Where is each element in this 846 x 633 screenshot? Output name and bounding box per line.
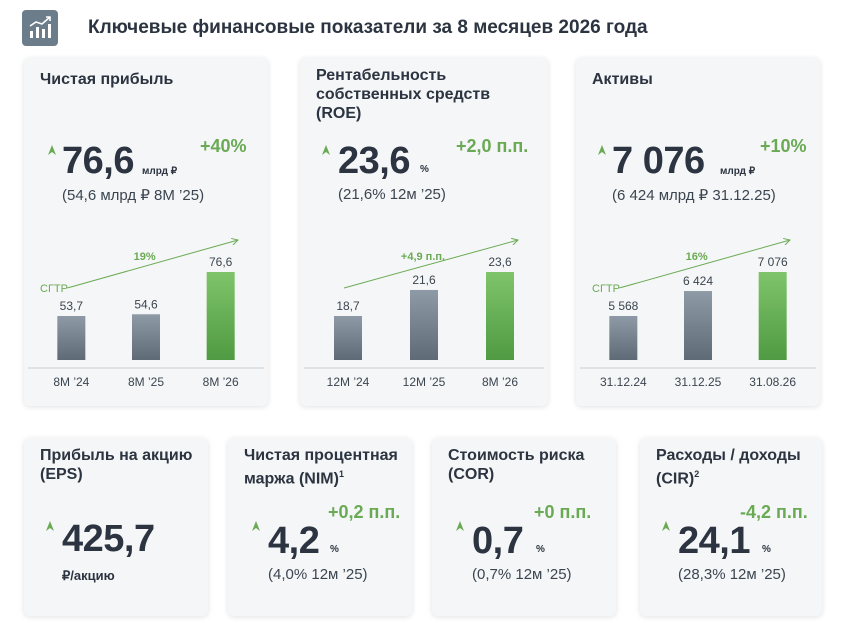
net-profit-previous: (54,6 млрд ₽ 8М ’25) [62,187,205,204]
bar-3 [206,272,235,360]
bar-1 [609,316,638,360]
bar-value-label: 18,7 [336,299,360,313]
bar-value-label: 21,6 [412,273,436,287]
trend-arrow-line [67,239,239,289]
up-arrow-icon [456,521,464,531]
category-label: 8М ’26 [203,375,239,389]
eps-card: Прибыль на акцию (EPS) 425,7 ₽/акцию [24,438,208,616]
trend-annotation-label: СГТР [592,283,620,295]
bar-value-label: 6 424 [683,274,713,288]
page-title: Ключевые финансовые показатели за 8 меся… [88,17,648,38]
bar-2 [132,314,160,360]
cir-value: 24,1 [678,520,750,562]
card-title: Чистая прибыль [40,71,174,88]
net-profit-value: 76,6 [62,140,134,182]
trend-arrow-head [231,237,240,246]
category-label: 8М ’26 [482,375,518,389]
up-arrow-icon [46,521,54,531]
bar-value-label: 76,6 [209,255,233,269]
net-profit-chart: 53,7 8М ’24 54,6 8М ’25 76,6 8М ’26 19% СГТР [28,237,264,389]
bar-3 [758,272,787,360]
category-label: 12М ’24 [327,375,370,389]
trend-annotation-value: 16% [686,251,708,263]
card-title: Расходы / доходы (CIR)2 [656,446,826,488]
cor-value: 0,7 [472,520,524,562]
trend-annotation-value: 19% [134,251,156,263]
up-arrow-icon [662,521,670,531]
cir-name: Расходы / доходы (CIR) [656,447,801,488]
eps-value: 425,7 [62,518,155,560]
category-label: 8М ’25 [128,375,164,389]
up-arrow-icon [322,145,330,155]
cor-card: Стоимость риска (COR) 0,7 % +0 п.п. (0,7… [432,438,616,616]
cir-change: -4,2 п.п. [740,502,808,522]
card-title: Рентабельность собственных средств (ROE) [316,67,491,122]
page-header: Ключевые финансовые показатели за 8 меся… [22,10,648,46]
assets-change: +10% [760,136,807,156]
trend-arrow-head [783,237,792,246]
roe-chart: 18,7 12М ’24 21,6 12М ’25 23,6 8М ’26 +4,9 п.п… [304,237,544,389]
category-label: 8М ’24 [53,375,89,389]
cir-unit: % [762,544,771,555]
nim-card: Чистая процентная маржа (NIM)1 4,2 % +0,… [228,438,412,616]
nim-previous: (4,0% 12м ’25) [268,566,368,583]
eps-unit: ₽/акцию [62,568,115,583]
bar-2 [410,289,438,360]
footnote-1: 1 [338,469,344,479]
up-arrow-icon [48,145,56,155]
cor-unit: % [536,544,545,555]
trend-arrow-line [343,239,519,289]
bar-3 [486,272,514,360]
card-title: Стоимость риска (COR) [448,447,585,483]
nim-value: 4,2 [268,520,320,562]
cir-previous: (28,3% 12м ’25) [678,566,786,583]
nim-name: Чистая процентная маржа (NIM) [244,447,398,488]
category-label: 31.12.24 [600,375,647,389]
bar-1 [334,316,362,360]
roe-change: +2,0 п.п. [456,136,529,156]
trend-annotation-value: +4,9 п.п. [401,251,445,263]
roe-value: 23,6 [338,140,410,182]
nim-unit: % [330,544,339,555]
net-profit-change: +40% [200,136,247,156]
up-arrow-icon [598,145,606,155]
assets-previous: (6 424 млрд ₽ 31.12.25) [612,187,776,204]
up-arrow-icon [252,521,260,531]
trend-arrow-head [511,237,520,246]
footnote-2: 2 [694,469,700,479]
category-label: 31.08.26 [749,375,796,389]
card-title: Прибыль на акцию (EPS) [40,447,193,483]
assets-chart: 5 568 31.12.24 6 424 31.12.25 7 076 31.08.26 1… [580,237,816,389]
roe-previous: (21,6% 12м ’25) [338,186,446,203]
card-title: Активы [592,71,653,88]
assets-unit: млрд ₽ [720,166,756,177]
roe-unit: % [420,164,429,175]
bar-2 [684,291,712,360]
bar-value-label: 23,6 [488,255,512,269]
bar-value-label: 5 568 [608,299,638,313]
category-label: 12М ’25 [403,375,446,389]
assets-card: Активы 7 076 млрд ₽ +10% (6 424 млрд ₽ 3… [576,58,820,406]
cor-change: +0 п.п. [534,502,592,522]
roe-card: Рентабельность собственных средств (ROE)… [300,58,548,406]
trend-annotation-label: СГТР [40,283,68,295]
bar-value-label: 7 076 [758,255,788,269]
net-profit-card: Чистая прибыль 76,6 млрд ₽ +40% (54,6 мл… [24,58,268,406]
bar-value-label: 54,6 [134,297,158,311]
bar-1 [57,316,86,360]
nim-change: +0,2 п.п. [328,502,401,522]
cor-previous: (0,7% 12м ’25) [472,566,572,583]
cir-card: Расходы / доходы (CIR)2 24,1 % -4,2 п.п.… [640,438,822,616]
net-profit-unit: млрд ₽ [142,166,178,177]
assets-value: 7 076 [612,140,705,182]
card-title: Чистая процентная маржа (NIM)1 [244,446,416,488]
trend-arrow-line [619,239,791,289]
growth-chart-icon [22,10,58,46]
bar-value-label: 53,7 [60,299,84,313]
category-label: 31.12.25 [675,375,722,389]
